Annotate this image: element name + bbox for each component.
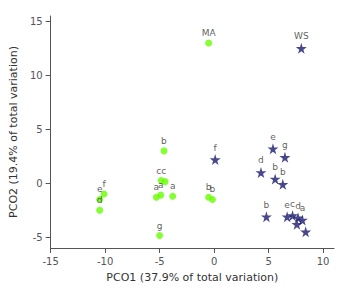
svg-text:g: g (157, 221, 163, 231)
svg-text:-5: -5 (155, 256, 165, 267)
html-text:e cd: e cd (284, 198, 301, 211)
svg-text:b: b (264, 200, 270, 210)
svg-text:b: b (280, 167, 286, 177)
svg-text:0: 0 (211, 256, 217, 267)
svg-text:f: f (102, 179, 106, 189)
svg-text:WS: WS (294, 31, 309, 41)
svg-text:b: b (272, 162, 278, 172)
svg-text:e: e (96, 184, 103, 195)
svg-text:-15: -15 (42, 256, 58, 267)
svg-text:a: a (170, 181, 176, 191)
svg-text:cc: cc (156, 166, 166, 176)
svg-text:PCO1 (37.9% of total variation: PCO1 (37.9% of total variation) (106, 271, 278, 284)
svg-text:-5: -5 (33, 232, 43, 243)
svg-text:15: 15 (30, 16, 43, 27)
svg-text:d: d (97, 195, 103, 205)
svg-text:-10: -10 (97, 256, 113, 267)
svg-text:MA: MA (202, 28, 217, 38)
svg-text:10: 10 (317, 256, 330, 267)
svg-text:a: a (153, 182, 160, 193)
svg-text:g: g (282, 140, 288, 150)
svg-text:a: a (300, 203, 306, 213)
svg-text:0: 0 (36, 178, 42, 189)
svg-text:b: b (161, 136, 167, 146)
svg-text:5: 5 (265, 256, 271, 267)
svg-text:f: f (214, 143, 218, 153)
svg-text:5: 5 (36, 124, 42, 135)
svg-text:e: e (270, 132, 276, 142)
svg-text:b: b (210, 184, 216, 194)
svg-text:10: 10 (30, 70, 43, 81)
svg-text:a: a (158, 180, 164, 190)
svg-text:d: d (258, 155, 264, 165)
svg-text:PCO2 (19.4% of total variation: PCO2 (19.4% of total variation) (7, 46, 20, 218)
